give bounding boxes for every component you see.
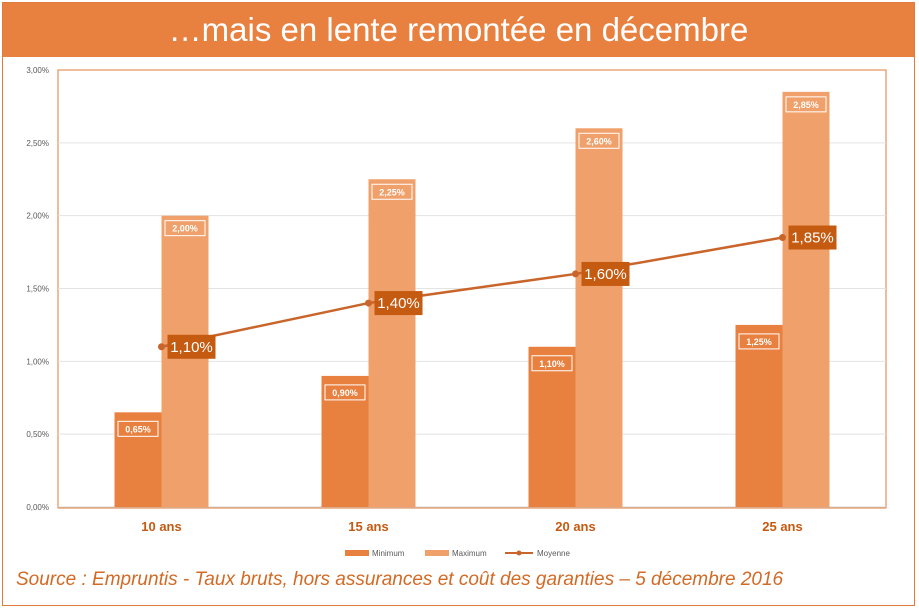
x-category-label: 25 ans: [762, 519, 802, 534]
y-tick-label: 0,50%: [26, 430, 49, 439]
source-caption: Source : Empruntis - Taux bruts, hors as…: [16, 569, 784, 590]
bar-label-maximum: 2,00%: [172, 224, 198, 234]
point-moyenne: [158, 343, 165, 351]
legend-swatch: [425, 550, 449, 556]
y-tick-label: 2,00%: [26, 212, 49, 221]
avg-label-box: [167, 334, 216, 359]
bar-maximum: [161, 215, 209, 507]
bar-label-minimum: 1,25%: [746, 337, 772, 347]
bar-label-minimum: 0,90%: [332, 388, 358, 398]
x-category-label: 10 ans: [141, 519, 181, 534]
bar-label-maximum: 2,85%: [793, 100, 819, 110]
bar-label-box: [531, 355, 573, 372]
legend-swatch: [345, 550, 369, 556]
bar-label-box: [324, 384, 366, 401]
bar-maximum: [575, 128, 623, 507]
y-tick-label: 1,50%: [26, 285, 49, 294]
bar-minimum: [114, 412, 162, 507]
bar-minimum: [528, 346, 576, 507]
bar-label-box: [738, 333, 780, 350]
legend-line-marker: [516, 550, 522, 556]
bar-label-box: [117, 420, 159, 437]
bar-maximum: [782, 91, 830, 507]
avg-label: 1,85%: [791, 230, 834, 247]
point-moyenne: [779, 234, 786, 242]
x-category-label: 20 ans: [555, 519, 595, 534]
point-moyenne: [572, 270, 579, 278]
page-title: …mais en lente remontée en décembre: [3, 3, 914, 57]
point-moyenne: [365, 299, 372, 307]
bar-label-minimum: 0,65%: [125, 424, 151, 434]
avg-label-box: [788, 225, 837, 250]
y-tick-label: 0,00%: [26, 503, 49, 512]
bar-label-maximum: 2,25%: [379, 187, 405, 197]
avg-label: 1,10%: [170, 339, 213, 356]
bar-minimum: [321, 375, 369, 507]
bar-label-minimum: 1,10%: [539, 359, 565, 369]
bar-minimum: [735, 324, 783, 507]
legend-label: Maximum: [452, 549, 487, 558]
bar-label-box: [578, 132, 620, 149]
bar-maximum: [368, 179, 416, 507]
bar-label-box: [785, 96, 827, 113]
line-moyenne: [161, 236, 783, 348]
x-category-label: 15 ans: [348, 519, 388, 534]
avg-label: 1,40%: [377, 295, 420, 312]
avg-label-box: [374, 291, 423, 316]
y-tick-label: 3,00%: [26, 66, 49, 75]
legend-label: Minimum: [372, 549, 405, 558]
avg-label: 1,60%: [584, 266, 627, 283]
bar-label-box: [164, 220, 206, 237]
legend-label: Moyenne: [537, 549, 570, 558]
y-tick-label: 2,50%: [26, 139, 49, 148]
y-tick-label: 1,00%: [26, 357, 49, 366]
bar-label-maximum: 2,60%: [586, 136, 612, 146]
bar-label-box: [371, 183, 413, 200]
avg-label-box: [581, 261, 630, 286]
